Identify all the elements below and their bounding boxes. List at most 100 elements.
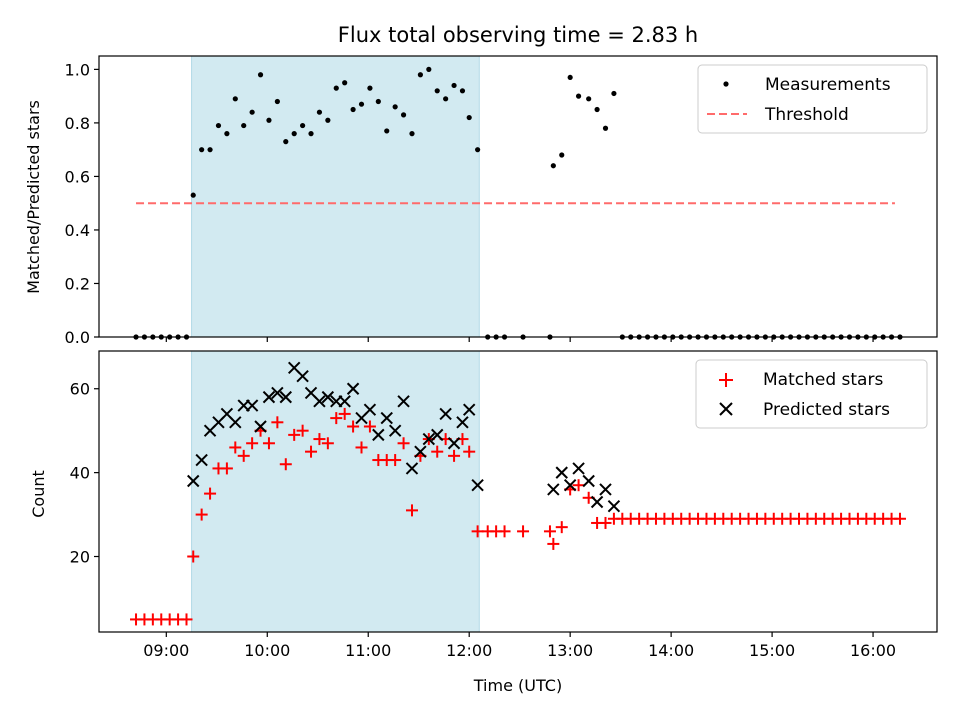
data-point [296,424,309,437]
data-point [392,104,398,110]
data-point [271,416,284,429]
data-point [190,192,196,198]
data-point [245,399,259,412]
y-tick-label: 0.2 [65,274,90,293]
legend-predicted-marker [719,402,733,416]
data-point [417,72,424,78]
data-point [547,483,560,496]
data-point [367,85,373,91]
data-point [471,479,484,492]
data-point [246,437,259,450]
data-point [180,613,193,626]
data-point [456,416,469,429]
data-point [363,420,376,433]
data-point [187,474,200,488]
x-tick-label: 14:00 [648,641,694,660]
data-point [431,445,444,458]
data-point [305,445,318,458]
x-tick-label: 12:00 [446,641,492,660]
data-point [607,499,621,513]
data-point [229,416,242,429]
data-point [590,495,604,509]
data-point [279,458,292,471]
data-point [274,98,280,105]
data-point [363,403,377,416]
data-point [400,112,407,118]
data-point [249,109,255,115]
series-matched-stars [130,407,906,626]
panel-counts: 20 40 60 09:00 10:00 11:00 12:00 13:00 14:00 15:0… [29,350,938,695]
data-point [572,479,585,492]
data-point [388,424,402,437]
data-point [333,85,339,91]
data-point [397,395,410,408]
data-point [187,550,200,563]
legend-threshold-label: Threshold [764,105,849,125]
data-point [254,420,267,433]
x-tick-label: 13:00 [547,641,593,660]
data-point [447,437,461,450]
data-point [316,109,323,115]
x-axis-label: Time (UTC) [473,676,562,695]
y-axis-label-ratio: Matched/Predicted stars [24,100,43,294]
data-point [559,152,565,158]
data-point [475,147,481,153]
data-point [466,114,472,121]
data-point [266,117,272,123]
data-point [207,147,213,153]
data-point [372,428,385,442]
data-point [380,411,393,425]
data-point [414,445,427,458]
data-point [547,537,560,550]
legend-counts-box [695,359,928,429]
y-tick-label: 40 [70,464,90,483]
data-point [330,412,343,425]
data-point [313,395,326,408]
legend-matched-marker [719,373,733,387]
data-point [575,93,582,99]
data-point [358,101,365,107]
data-point [384,128,390,134]
y-tick-label: 20 [70,548,90,567]
data-point [498,525,511,538]
legend-counts: Matched stars Predicted stars [695,359,928,429]
series-predicted-stars [187,361,621,513]
data-point [342,80,348,86]
data-point [262,390,276,404]
data-point [288,428,301,441]
data-point [599,483,612,496]
data-point [586,96,592,102]
x-tick-label: 11:00 [345,641,391,660]
data-point [321,437,334,450]
data-point [517,525,530,538]
data-point [582,474,595,488]
x-tick-label: 10:00 [244,641,290,660]
data-point [283,139,289,145]
data-point [611,90,617,97]
data-point [300,122,306,129]
data-point [220,462,233,475]
data-point [346,382,360,395]
highlight-span [191,350,480,633]
y-axis-label-counts: Count [29,470,48,518]
data-point [229,441,242,454]
data-point [355,441,368,454]
panel-ratio-frame [98,55,938,338]
data-point [599,516,612,529]
data-point [405,462,419,475]
data-point [471,525,484,538]
legend-ratio: Measurements Threshold [697,64,928,134]
data-point [313,433,326,446]
legend-matched-label: Matched stars [763,370,883,390]
legend-predicted-label: Predicted stars [763,400,890,420]
data-point [204,487,217,500]
data-point [567,74,573,81]
data-point [195,453,208,467]
x-tick-label: 16:00 [850,641,896,660]
data-point [241,122,247,129]
y-tick-label: 60 [70,380,90,399]
panel-counts-frame [98,350,938,633]
data-point [296,369,309,383]
data-point [409,131,415,137]
